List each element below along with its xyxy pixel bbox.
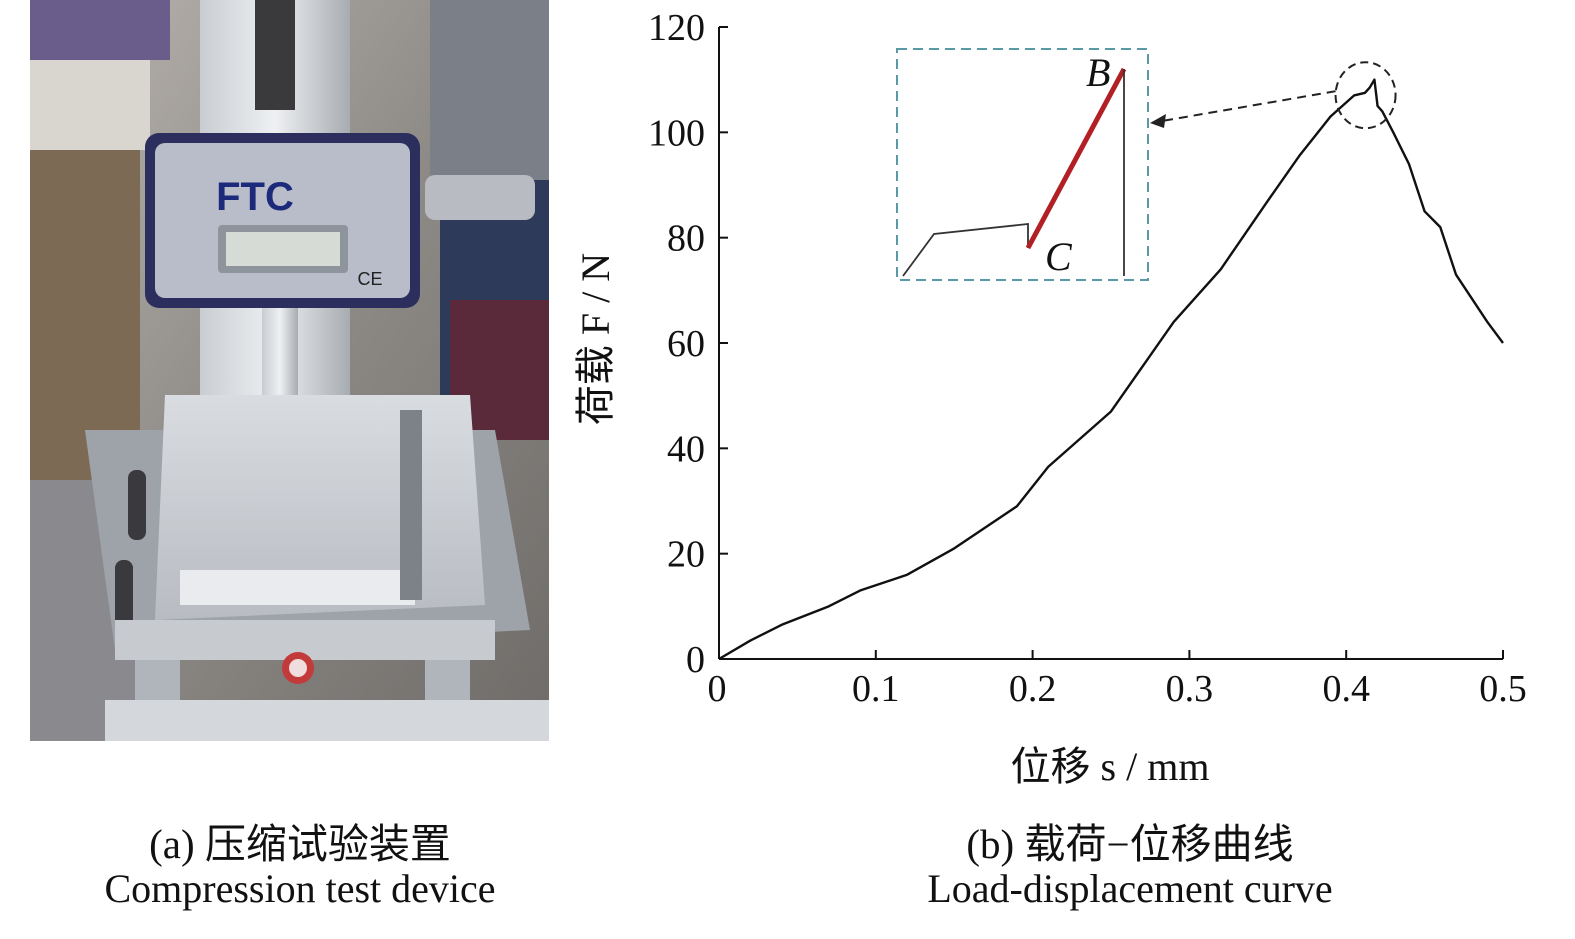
- chart-series: [718, 78, 1504, 661]
- chart-axes: [718, 27, 1503, 660]
- y-axis-label: 荷载 F / N: [573, 252, 618, 426]
- inset-curve-before-C: [902, 222, 1029, 277]
- x-axis-label: 位移 s / mm: [1010, 744, 1210, 789]
- x-tick-label: 0.1: [852, 668, 900, 710]
- caption-panel-a: (a) 压缩试验装置 Compression test device: [0, 821, 600, 912]
- device-brand-text: FTC: [216, 175, 294, 219]
- y-tick-label: 0: [686, 639, 705, 681]
- y-tick-label: 20: [667, 534, 705, 576]
- chart-ticks: 0 0.1 0.2 0.3 0.4 0.5 0 20 40 60 80 100 120: [648, 7, 1527, 710]
- x-tick-label: 0.2: [1009, 668, 1057, 710]
- caption-a-english: Compression test device: [104, 866, 496, 912]
- y-tick-label: 100: [648, 112, 705, 154]
- zoom-target-circle: [1334, 61, 1397, 130]
- y-tick-label: 60: [667, 323, 705, 365]
- zoom-arrow-line: [1161, 90, 1336, 122]
- inset-segment-CB: [1025, 67, 1127, 250]
- load-displacement-curve: [718, 78, 1504, 661]
- point-label-C: C: [1045, 234, 1073, 279]
- inset-frame: [896, 48, 1149, 281]
- caption-a-chinese: (a) 压缩试验装置: [149, 821, 451, 867]
- device-ce-mark: CE: [357, 269, 382, 289]
- x-tick-label: 0.4: [1322, 668, 1370, 710]
- y-tick-label: 120: [648, 7, 705, 49]
- y-tick-label: 40: [667, 428, 705, 470]
- point-label-B: B: [1086, 50, 1110, 95]
- caption-b-english: Load-displacement curve: [927, 866, 1333, 912]
- compression-device-photo: FTC CE: [30, 0, 549, 741]
- caption-b-chinese: (b) 载荷−位移曲线: [966, 821, 1294, 867]
- x-tick-label: 0.3: [1166, 668, 1214, 710]
- compression-device-illustration: FTC CE: [30, 0, 549, 741]
- zoom-inset: BC: [896, 48, 1397, 281]
- y-tick-label: 80: [667, 218, 705, 260]
- caption-panel-b: (b) 载荷−位移曲线 Load-displacement curve: [700, 821, 1560, 912]
- x-tick-label: 0.5: [1479, 668, 1527, 710]
- zoom-arrow-head: [1150, 114, 1166, 128]
- x-tick-label: 0: [708, 668, 727, 710]
